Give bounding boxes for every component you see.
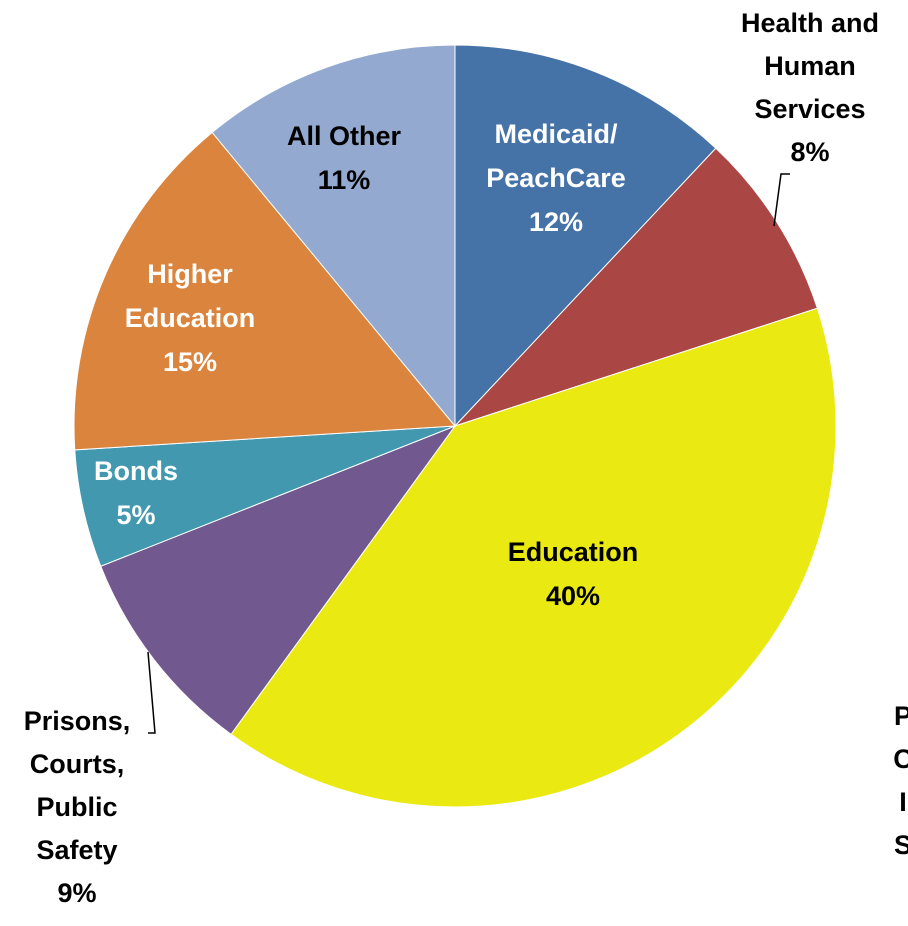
pie-slices (73, 44, 837, 808)
slice-label-line: Higher (147, 259, 233, 289)
slice-label-line: Safety (36, 835, 117, 865)
leader-lines (147, 173, 790, 734)
slice-label-line: Public (36, 792, 117, 822)
slice-label-line: Services (754, 94, 865, 124)
slice-label-line: 8% (790, 137, 829, 167)
slice-label-line: 5% (116, 500, 155, 530)
slice-labels: Medicaid/PeachCare 12% Health and Human Serv… (24, 8, 908, 908)
pie-slice-education (230, 307, 837, 808)
slice-label-health-and-human-services: Health and Human Services 8% (741, 8, 879, 167)
cutoff-label-line: I (899, 787, 907, 817)
slice-label-all-other: All Other 11% (287, 121, 402, 195)
cutoff-label-line: S (894, 830, 908, 860)
leader-line-prisons-courts-public-safety (147, 651, 156, 734)
slice-label-line: 11% (318, 165, 371, 195)
slice-label-line: Education (508, 537, 639, 567)
pie-slice-health-and-human-services (454, 147, 818, 427)
slice-label-line: 9% (57, 878, 96, 908)
slice-label-line: Health and (741, 8, 879, 38)
slice-label-education: Education 40% (508, 537, 639, 611)
cutoff-label-line: P (894, 701, 908, 731)
slice-label-line: Education (125, 303, 256, 333)
slice-label-line: Medicaid/ (494, 119, 618, 149)
slice-label-line: Bonds (94, 456, 178, 486)
slice-label-higher-education: Higher Education 15% (125, 259, 256, 377)
slice-label-line: Courts, (30, 749, 125, 779)
slice-label-line: All Other (287, 121, 402, 151)
slice-label-line: Prisons, (24, 706, 131, 736)
pie-slice-prisons-courts-public-safety (100, 424, 457, 735)
slice-label-medicaid-peachcare: Medicaid/PeachCare 12% (486, 119, 626, 237)
slice-label-line: 40% (546, 581, 600, 611)
leader-line-health-and-human-services (773, 173, 790, 227)
slice-label-line: PeachCare (486, 163, 626, 193)
slice-label-line: 12% (529, 207, 583, 237)
slice-label-line: Human (764, 51, 856, 81)
pie-slice-all-other (211, 44, 456, 428)
slice-label-bonds: Bonds 5% (94, 456, 178, 530)
slice-label-line: 15% (163, 347, 217, 377)
cutoff-label-line: C (893, 744, 908, 774)
pie-slice-higher-education (73, 131, 457, 451)
pie-slice-medicaid-peachcare (454, 44, 717, 428)
slice-label-prisons-courts-public-safety: Prisons, Courts, Public Safety 9% (24, 706, 131, 908)
